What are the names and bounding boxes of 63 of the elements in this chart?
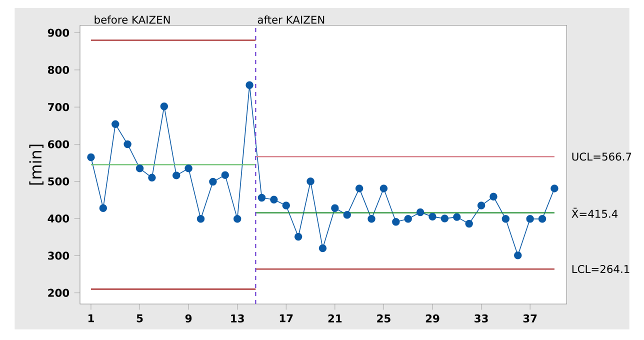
y-tick-label: 900 xyxy=(48,28,70,37)
x-tick-label: 37 xyxy=(523,314,537,322)
point xyxy=(514,251,522,260)
point xyxy=(490,192,498,200)
point xyxy=(246,81,254,90)
point xyxy=(160,102,168,110)
series-label: UCL=566.7 xyxy=(572,152,632,161)
y-tick-label: 600 xyxy=(48,140,70,148)
point xyxy=(196,215,205,223)
point xyxy=(477,202,486,210)
x-tick-label: 9 xyxy=(185,314,192,322)
point xyxy=(318,244,327,252)
point xyxy=(87,153,95,162)
x-tick-label: 1 xyxy=(88,314,94,322)
point xyxy=(184,164,192,172)
point xyxy=(294,232,302,241)
point xyxy=(124,140,132,148)
point xyxy=(453,213,461,221)
point xyxy=(380,184,388,192)
x-tick-label: 13 xyxy=(231,314,244,322)
point xyxy=(112,120,120,128)
point xyxy=(526,215,534,223)
series-label: LCL=264.1 xyxy=(572,264,630,274)
point xyxy=(368,215,376,223)
point xyxy=(331,204,339,212)
point xyxy=(538,215,546,223)
point xyxy=(502,215,510,223)
y-tick-label: 700 xyxy=(48,103,70,112)
y-tick-label: 200 xyxy=(48,288,70,297)
x-tick-label: 5 xyxy=(136,314,143,322)
text: before KAIZEN xyxy=(94,16,170,24)
point xyxy=(465,220,473,228)
point xyxy=(392,218,400,226)
point xyxy=(428,212,436,221)
x-tick-label: 29 xyxy=(426,314,440,322)
point xyxy=(221,171,230,179)
point xyxy=(343,210,351,219)
text: after KAIZEN xyxy=(258,16,324,24)
point xyxy=(209,178,217,186)
y-tick-label: 400 xyxy=(48,214,70,223)
y-tick-label: 500 xyxy=(48,177,70,186)
x-tick-label: 25 xyxy=(377,314,390,322)
point xyxy=(404,215,412,223)
point xyxy=(306,178,314,186)
point xyxy=(270,196,278,204)
point xyxy=(258,194,266,202)
point xyxy=(148,174,156,182)
y-tick-label: 800 xyxy=(48,66,70,74)
point xyxy=(550,184,558,192)
series-label: X̄=415.4 xyxy=(572,208,618,218)
point xyxy=(99,204,108,212)
point xyxy=(440,214,449,222)
point xyxy=(136,164,144,172)
x-tick-label: 21 xyxy=(328,314,342,322)
y-tick-label: 300 xyxy=(48,252,70,260)
point xyxy=(355,184,364,192)
x-tick-label: 17 xyxy=(280,314,293,322)
point xyxy=(172,172,180,180)
point xyxy=(282,202,290,210)
y-axis-title: [min] xyxy=(29,144,44,185)
point xyxy=(416,208,424,216)
point xyxy=(233,215,242,223)
x-tick-label: 33 xyxy=(474,314,488,322)
